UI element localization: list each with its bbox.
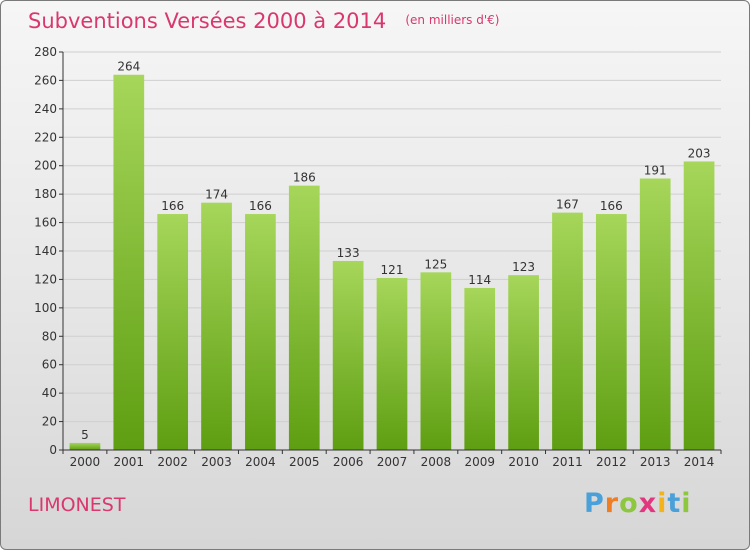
x-tick-label: 2010 [508,455,539,469]
bar-value-label: 114 [468,273,491,287]
x-tick-label: 2004 [245,455,276,469]
bar [595,214,627,450]
y-tick-label: 100 [34,301,57,315]
brand-logo-letter: P [584,488,605,519]
bar [683,161,715,450]
y-tick-label: 160 [34,216,57,230]
x-tick-label: 2002 [157,455,188,469]
x-tick-label: 2001 [114,455,145,469]
x-tick-label: 2006 [333,455,364,469]
y-tick-label: 240 [34,102,57,116]
x-tick-label: 2009 [464,455,495,469]
bar [376,278,408,450]
y-tick-label: 20 [42,415,57,429]
x-tick-label: 2012 [596,455,627,469]
bar-value-label: 174 [205,188,228,202]
x-tick-label: 2003 [201,455,232,469]
x-tick-label: 2014 [684,455,715,469]
title-row: Subventions Versées 2000 à 2014 (en mill… [28,9,499,33]
bar [69,442,101,450]
y-tick-label: 80 [42,329,57,343]
y-tick-label: 40 [42,386,57,400]
brand-logo-letter: o [619,488,639,519]
chart-subtitle: (en milliers d'€) [405,13,500,27]
x-tick-label: 2013 [640,455,671,469]
bar-value-label: 5 [81,428,89,442]
x-tick-label: 2005 [289,455,320,469]
x-tick-label: 2008 [421,455,452,469]
y-tick-label: 180 [34,187,57,201]
bar-value-label: 166 [161,199,184,213]
town-name: LIMONEST [28,494,126,516]
bar-value-label: 166 [600,199,623,213]
bar [113,74,145,450]
bar-value-label: 125 [424,257,447,271]
bar [157,214,189,450]
bar [245,214,276,450]
bar-value-label: 123 [512,260,535,274]
brand-logo: Proxiti [584,488,692,519]
y-tick-label: 200 [34,159,57,173]
bar-value-label: 166 [249,199,272,213]
brand-logo-letter: i [681,488,692,519]
bar [288,185,320,450]
bar-value-label: 121 [381,263,404,277]
chart-title: Subventions Versées 2000 à 2014 [28,9,387,33]
y-tick-label: 140 [34,244,57,258]
bar-value-label: 264 [117,60,140,74]
bar [508,275,539,450]
bar-value-label: 167 [556,198,579,212]
bar [552,212,583,450]
bar [464,287,496,450]
bar-value-label: 203 [688,146,711,160]
x-tick-label: 2000 [70,455,101,469]
bar [420,272,452,450]
bar [201,202,232,450]
bar [332,260,364,450]
x-tick-label: 2007 [377,455,408,469]
y-tick-label: 280 [34,45,57,59]
y-tick-label: 260 [34,73,57,87]
y-tick-label: 220 [34,130,57,144]
y-tick-label: 120 [34,272,57,286]
bar [639,178,671,450]
bar-value-label: 191 [644,164,667,178]
bar-value-label: 133 [337,246,360,260]
bar-value-label: 186 [293,171,316,185]
brand-logo-letter: i [657,488,668,519]
brand-logo-letter: t [667,488,682,519]
brand-logo-letter: r [604,488,620,519]
y-tick-label: 0 [49,443,57,457]
x-tick-label: 2011 [552,455,583,469]
brand-logo-letter: x [638,488,658,519]
y-tick-label: 60 [42,358,57,372]
